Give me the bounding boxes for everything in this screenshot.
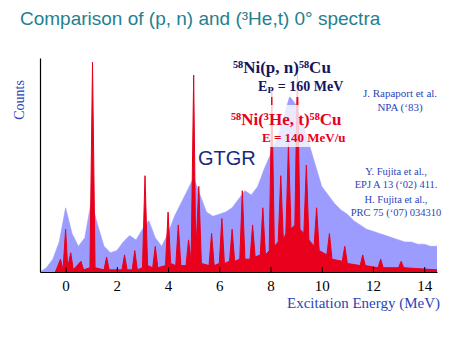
x-tick-label: 14 (417, 278, 433, 294)
label-box (225, 50, 361, 97)
x-tick-label: 2 (114, 278, 122, 294)
x-tick: 14 (417, 267, 433, 294)
x-tick-mark (271, 267, 272, 272)
x-tick-mark (424, 267, 425, 272)
chart-title: Comparison of (p, n) and (³He,t) 0° spec… (20, 8, 381, 29)
spectrum-area (40, 97, 437, 272)
x-tick: 4 (165, 267, 173, 294)
x-tick-mark (322, 267, 323, 272)
x-tick-label: 6 (216, 278, 224, 294)
x-tick: 2 (114, 267, 122, 294)
x-tick-mark (168, 267, 169, 272)
x-tick-label: 10 (315, 278, 330, 294)
legend-entry: ⁵⁸Ni(p, n)⁵⁸Cu (233, 58, 331, 77)
annotation: Y. Fujita et al., (365, 166, 427, 177)
x-axis: 0 2 4 6 8 10 12 14 (41, 267, 438, 294)
annotation: PRC 75 (‘07) 034310 (351, 207, 442, 219)
annotation: EPJ A 13 (‘02) 411. (355, 179, 438, 191)
annotation: GTGR (198, 147, 256, 169)
x-tick: 10 (315, 267, 330, 294)
chart-container: 0 2 4 6 8 10 12 14 Comparison of (p, n) and (³He… (0, 0, 450, 338)
x-tick-label: 8 (267, 278, 275, 294)
x-tick-mark (117, 267, 118, 272)
x-tick: 12 (366, 267, 381, 294)
annotation: NPA (‘83) (377, 101, 422, 114)
x-tick-mark (219, 267, 220, 272)
x-tick-mark (373, 267, 374, 272)
y-axis (40, 59, 41, 273)
x-tick-mark (66, 267, 67, 272)
y-axis-line (40, 59, 41, 273)
annotation: Eₚ = 160 MeV (258, 79, 343, 94)
x-tick-label: 4 (165, 278, 173, 294)
annotation: J. Rapaport et al. (363, 87, 437, 99)
x-tick-label: 12 (366, 278, 381, 294)
x-tick: 0 (62, 267, 70, 294)
y-axis-title: Counts (12, 80, 27, 120)
label-box (225, 105, 373, 147)
x-axis-title: Excitation Energy (MeV) (287, 295, 440, 312)
annotation: E = 140 MeV/u (262, 130, 346, 145)
chart-svg: 0 2 4 6 8 10 12 14 Comparison of (p, n) and (³He… (0, 0, 450, 338)
legend-entry: ⁵⁸Ni(³He, t)⁵⁸Cu (231, 110, 341, 129)
x-axis-line (41, 272, 438, 273)
background (0, 0, 450, 338)
x-tick: 6 (216, 267, 224, 294)
x-tick-label: 0 (62, 278, 70, 294)
x-tick: 8 (267, 267, 275, 294)
annotation: H. Fujita et al., (365, 194, 428, 205)
